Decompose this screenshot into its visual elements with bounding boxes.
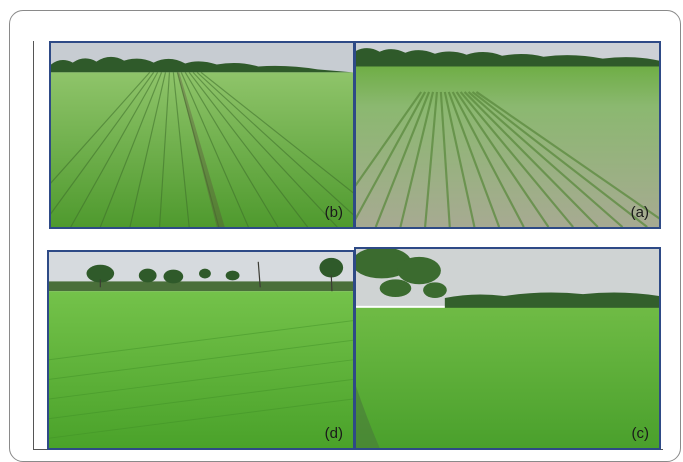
- panel-label-c: (c): [631, 425, 650, 442]
- rice-field-photo-c: [356, 249, 659, 448]
- rice-field-photo-a: [356, 43, 659, 227]
- photo-panel-b: (b): [49, 41, 355, 229]
- photo-panel-d: (d): [47, 250, 355, 450]
- figure-rule-left: [33, 41, 34, 450]
- panel-label-d: (d): [324, 425, 343, 442]
- rice-field-photo-d: [49, 252, 353, 448]
- rice-field-photo-b: [51, 43, 353, 227]
- panel-label-b: (b): [324, 204, 343, 221]
- photo-panel-c: (c): [354, 247, 661, 450]
- photo-panel-a: (a): [354, 41, 661, 229]
- panel-label-a: (a): [630, 204, 649, 221]
